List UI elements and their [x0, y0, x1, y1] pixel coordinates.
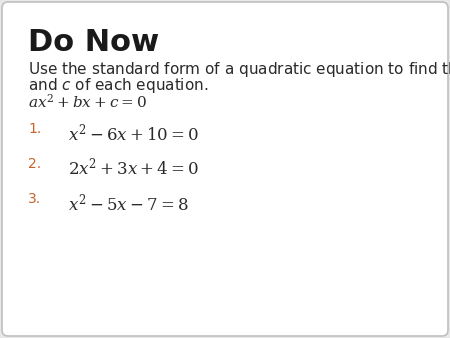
Text: $ax^2 + bx + c = 0$: $ax^2 + bx + c = 0$ — [28, 93, 147, 111]
Text: 1.: 1. — [28, 122, 41, 136]
FancyBboxPatch shape — [2, 2, 448, 336]
Text: $x^2 - 5x - 7 = 8$: $x^2 - 5x - 7 = 8$ — [68, 192, 189, 214]
Text: Use the standard form of a quadratic equation to find the $a$, $b$: Use the standard form of a quadratic equ… — [28, 60, 450, 79]
Text: $x^2 - 6x + 10 = 0$: $x^2 - 6x + 10 = 0$ — [68, 122, 199, 144]
Text: 3.: 3. — [28, 192, 41, 206]
Text: 2.: 2. — [28, 157, 41, 171]
Text: $2x^2 + 3x + 4 = 0$: $2x^2 + 3x + 4 = 0$ — [68, 157, 199, 179]
Text: and $c$ of each equation.: and $c$ of each equation. — [28, 76, 208, 95]
Text: Do Now: Do Now — [28, 28, 159, 57]
